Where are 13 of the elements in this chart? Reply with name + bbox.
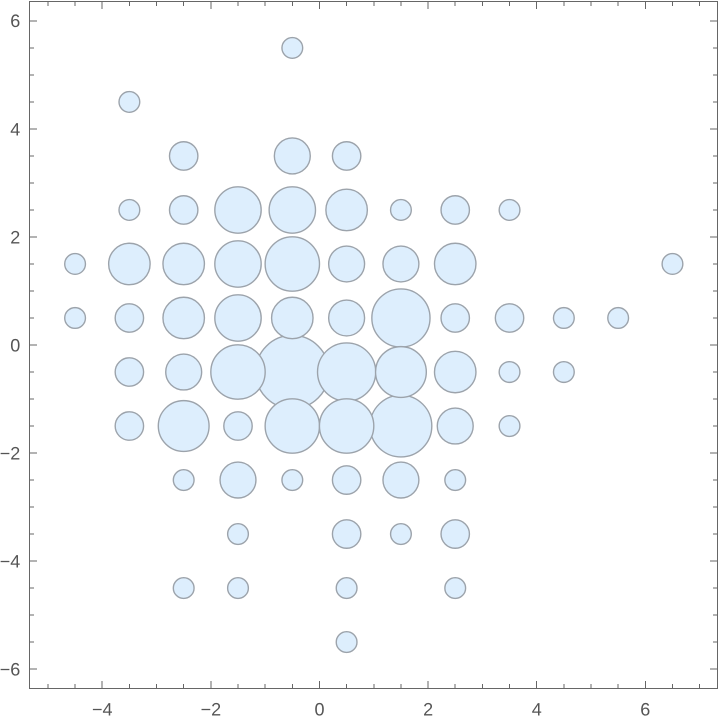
y-tick-label: −6 [0, 659, 20, 680]
x-tick-label: 2 [423, 700, 434, 720]
y-tick-label: −2 [0, 443, 20, 464]
y-tick-label: 6 [10, 11, 20, 32]
x-tick-label: −4 [92, 700, 112, 720]
y-tick-label: 0 [10, 335, 20, 356]
x-tick-label: 6 [640, 700, 650, 720]
x-tick-label: −2 [200, 700, 222, 720]
y-tick-label: 4 [10, 119, 20, 140]
x-tick-label: 0 [314, 700, 324, 720]
y-tick-label: −4 [0, 551, 20, 572]
x-tick-label: 4 [532, 700, 542, 720]
y-tick-label: 2 [10, 227, 20, 248]
